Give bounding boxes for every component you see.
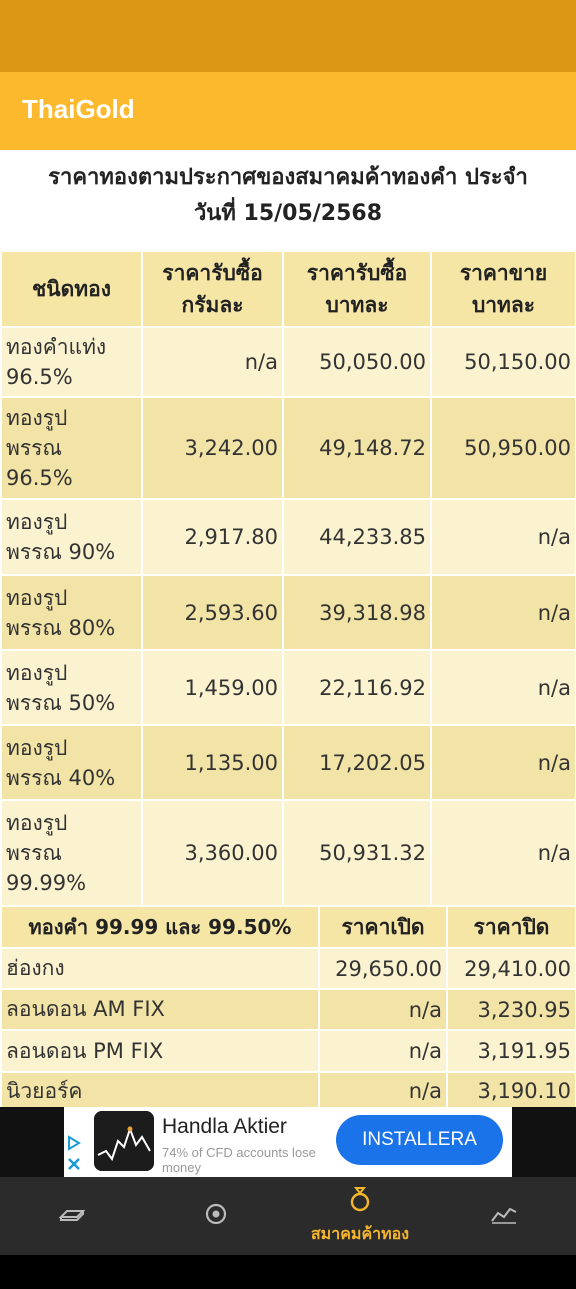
buy-gram-cell: 3,242.00 <box>143 398 282 498</box>
market-cell: นิวยอร์ค <box>2 1073 318 1109</box>
header-buy-baht: ราคารับซื้อ บาทละ <box>284 252 430 326</box>
ad-install-button[interactable]: INSTALLERA <box>336 1115 503 1165</box>
gold-type-cell: ทองรูปพรรณ 80% <box>2 576 141 649</box>
table-row: ลอนดอน AM FIX n/a 3,230.95 <box>0 990 576 1031</box>
table-row: ทองรูปพรรณ 90% 2,917.80 44,233.85 n/a <box>0 500 576 576</box>
open-cell: n/a <box>320 1073 446 1109</box>
app-bar: ThaiGold <box>0 72 576 150</box>
buy-gram-cell: 1,135.00 <box>143 726 282 799</box>
sell-baht-cell: 50,950.00 <box>432 398 575 498</box>
gold-type-cell: ทองรูปพรรณ 90% <box>2 500 141 574</box>
buy-baht-cell: 44,233.85 <box>284 500 430 574</box>
market-cell: ฮ่องกง <box>2 949 318 988</box>
buy-gram-cell: n/a <box>143 328 282 396</box>
buy-gram-cell: 3,360.00 <box>143 801 282 905</box>
chart-trend-icon <box>490 1203 518 1229</box>
buy-gram-cell: 1,459.00 <box>143 651 282 724</box>
table-row: ฮ่องกง 29,650.00 29,410.00 <box>0 949 576 990</box>
open-cell: 29,650.00 <box>320 949 446 988</box>
header-close: ราคาปิด <box>448 907 575 947</box>
close-cell: 3,191.95 <box>448 1031 575 1071</box>
table-row: ทองคำแท่ง 96.5% n/a 50,050.00 50,150.00 <box>0 328 576 398</box>
header-market: ทองคำ 99.99 และ 99.50% <box>2 907 318 947</box>
nav-item-gold-bar[interactable] <box>0 1177 144 1255</box>
gold-type-cell: ทองรูปพรรณ 96.5% <box>2 398 141 498</box>
table-row: นิวยอร์ค n/a 3,190.10 <box>0 1073 576 1111</box>
ad-subtitle: 74% of CFD accounts lose money <box>162 1145 316 1175</box>
gold-type-cell: ทองรูปพรรณ 99.99% <box>2 801 141 905</box>
page-heading: ราคาทองตามประกาศของสมาคมค้าทองคำ ประจำ ว… <box>0 150 576 250</box>
ad-choices-icon[interactable] <box>64 1133 84 1177</box>
sell-baht-cell: n/a <box>432 576 575 649</box>
sell-baht-cell: n/a <box>432 726 575 799</box>
buy-baht-cell: 50,050.00 <box>284 328 430 396</box>
heading-line-2: วันที่ 15/05/2568 <box>193 201 383 226</box>
header-sell-baht: ราคาขาย บาทละ <box>432 252 575 326</box>
gold-type-cell: ทองคำแท่ง 96.5% <box>2 328 141 396</box>
heading-line-1: ราคาทองตามประกาศของสมาคมค้าทองคำ ประจำ <box>48 165 528 190</box>
app-title: ThaiGold <box>22 94 135 124</box>
market-cell: ลอนดอน PM FIX <box>2 1031 318 1071</box>
market-cell: ลอนดอน AM FIX <box>2 990 318 1029</box>
ad-app-icon[interactable] <box>94 1111 154 1171</box>
buy-baht-cell: 49,148.72 <box>284 398 430 498</box>
ring-icon <box>349 1186 371 1216</box>
close-cell: 3,230.95 <box>448 990 575 1029</box>
sell-baht-cell: n/a <box>432 651 575 724</box>
buy-baht-cell: 22,116.92 <box>284 651 430 724</box>
buy-baht-cell: 17,202.05 <box>284 726 430 799</box>
nav-item-association[interactable]: สมาคมค้าทอง <box>288 1177 432 1255</box>
sell-baht-cell: n/a <box>432 801 575 905</box>
bottom-nav: สมาคมค้าทอง <box>0 1177 576 1255</box>
close-cell: 29,410.00 <box>448 949 575 988</box>
table-row: ทองรูปพรรณ 80% 2,593.60 39,318.98 n/a <box>0 576 576 651</box>
table-row: ทองรูปพรรณ 96.5% 3,242.00 49,148.72 50,9… <box>0 398 576 500</box>
nav-item-chart[interactable] <box>432 1177 576 1255</box>
header-buy-gram: ราคารับซื้อ กรัมละ <box>143 252 282 326</box>
gold-type-cell: ทองรูปพรรณ 40% <box>2 726 141 799</box>
system-nav-bar <box>0 1255 576 1289</box>
close-cell: 3,190.10 <box>448 1073 575 1109</box>
nav-label-association: สมาคมค้าทอง <box>310 1223 410 1243</box>
ad-banner[interactable]: Handla Aktier 74% of CFD accounts lose m… <box>0 1107 576 1177</box>
buy-gram-cell: 2,593.60 <box>143 576 282 649</box>
table-row: ทองรูปพรรณ 40% 1,135.00 17,202.05 n/a <box>0 726 576 801</box>
table-header-row: ทองคำ 99.99 และ 99.50% ราคาเปิด ราคาปิด <box>0 907 576 949</box>
header-open: ราคาเปิด <box>320 907 446 947</box>
target-icon <box>204 1202 228 1230</box>
table-row: ทองรูปพรรณ 50% 1,459.00 22,116.92 n/a <box>0 651 576 726</box>
ad-content[interactable]: Handla Aktier 74% of CFD accounts lose m… <box>64 1107 512 1177</box>
ad-title[interactable]: Handla Aktier <box>162 1115 287 1138</box>
buy-baht-cell: 39,318.98 <box>284 576 430 649</box>
status-bar <box>0 0 576 72</box>
buy-baht-cell: 50,931.32 <box>284 801 430 905</box>
table-row: ลอนดอน PM FIX n/a 3,191.95 <box>0 1031 576 1073</box>
nav-item-target[interactable] <box>144 1177 288 1255</box>
buy-gram-cell: 2,917.80 <box>143 500 282 574</box>
gold-bar-icon <box>58 1205 86 1227</box>
gold-type-cell: ทองรูปพรรณ 50% <box>2 651 141 724</box>
sell-baht-cell: 50,150.00 <box>432 328 575 396</box>
sell-baht-cell: n/a <box>432 500 575 574</box>
table-row: ทองรูปพรรณ 99.99% 3,360.00 50,931.32 n/a <box>0 801 576 907</box>
header-gold-type: ชนิดทอง <box>2 252 141 326</box>
open-cell: n/a <box>320 990 446 1029</box>
table-header-row: ชนิดทอง ราคารับซื้อ กรัมละ ราคารับซื้อ บาท… <box>0 250 576 328</box>
open-cell: n/a <box>320 1031 446 1071</box>
